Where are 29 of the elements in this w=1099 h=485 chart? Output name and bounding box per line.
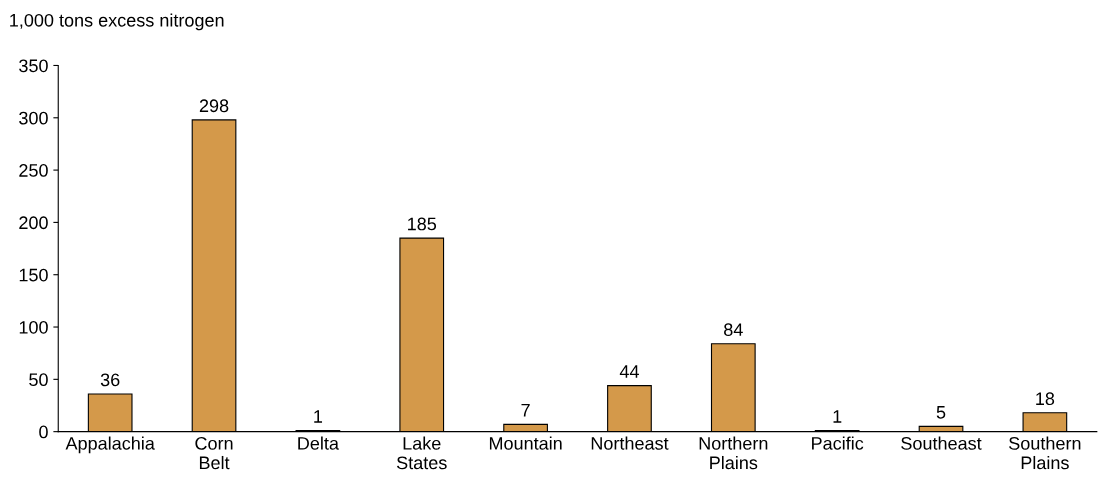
x-tick-label: Delta xyxy=(298,436,339,450)
y-axis-title: 1,000 tons excess nitrogen xyxy=(10,13,224,31)
x-tick-label: Southern Plains xyxy=(1009,436,1081,470)
data-label: 1 xyxy=(314,410,323,423)
x-tick-label: Mountain xyxy=(489,436,562,450)
x-tick-label: Corn Belt xyxy=(195,436,233,470)
y-tick-label: 100 xyxy=(19,320,48,334)
data-label: 185 xyxy=(408,217,437,231)
data-label: 298 xyxy=(199,99,229,113)
data-label: 5 xyxy=(936,406,946,419)
y-tick-label: 350 xyxy=(19,59,48,73)
data-label: 44 xyxy=(619,365,639,378)
y-tick-label: 150 xyxy=(19,268,48,282)
x-tick-label: Northern Plains xyxy=(699,436,768,470)
data-label: 36 xyxy=(100,373,120,387)
data-label: 18 xyxy=(1036,392,1055,406)
x-tick-label: Southeast xyxy=(901,436,982,450)
y-tick-label: 200 xyxy=(19,216,48,230)
x-tick-label: Pacific xyxy=(812,436,864,450)
data-label: 84 xyxy=(724,323,743,337)
y-tick-label: 300 xyxy=(19,111,48,125)
x-tick-label: Lake States xyxy=(396,436,447,470)
y-tick-label: 250 xyxy=(19,164,48,177)
y-tick-label: 0 xyxy=(39,425,48,439)
data-label: 7 xyxy=(521,403,530,417)
x-tick-label: Appalachia xyxy=(65,436,155,454)
x-tick-label: Northeast xyxy=(591,436,669,450)
data-label: 1 xyxy=(833,410,842,423)
y-tick-label: 50 xyxy=(29,373,48,387)
